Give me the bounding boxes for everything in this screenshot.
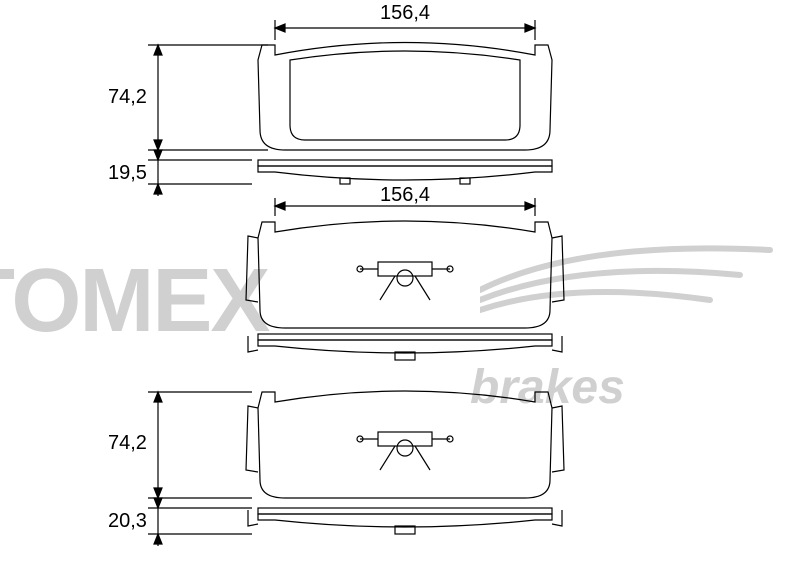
brake-pad-diagram: [0, 0, 786, 587]
